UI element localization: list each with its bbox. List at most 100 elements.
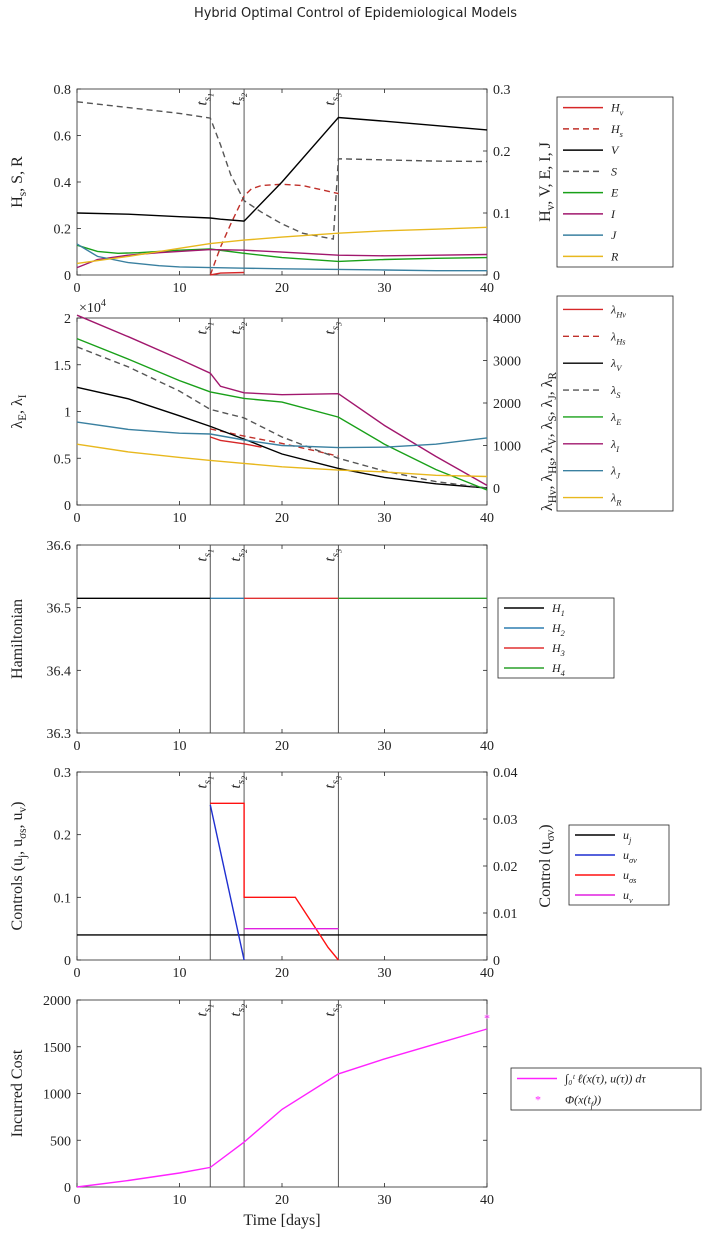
y2-tick-label: 0.3 [493,83,511,98]
y-axis-label: Controls (uj​, uσs​, uv​) [9,802,29,931]
x-tick-label: 0 [74,739,81,754]
legend: λHv​ λHs​ λV​ λS​ λE​ λI​ λJ​ λR​ [556,295,674,512]
y-tick-label: 1.5 [54,359,72,374]
legend-marker: * [535,1093,541,1107]
y2-tick-label: 0 [493,482,500,497]
y-tick-label: 36.4 [47,664,72,679]
legend-label: uj​ [623,828,632,845]
x-tick-label: 0 [74,511,81,526]
exponent-label: ×104 [79,298,106,316]
switch-label: ts2 [228,776,249,788]
x-tick-label: 30 [378,1193,392,1208]
y-tick-label: 0.2 [54,829,72,844]
series-line [76,243,487,272]
legend-label: uσs​ [623,868,636,885]
y-tick-label: 0.1 [54,891,72,906]
legend-label: H2​ [551,621,565,638]
y-axis-label: Hs​, S, R [9,156,29,208]
legend-label: λI​ [610,437,620,454]
switch-label: ts1 [194,322,215,334]
x-tick-label: 40 [480,511,494,526]
y-tick-label: 1 [64,406,71,421]
plot-frame [76,999,488,1188]
legend-label: λJ​ [610,464,621,481]
legend-label: λHs​ [610,329,626,346]
y-tick-label: 2000 [43,994,71,1009]
switch-label: ts2 [228,322,249,334]
x-tick-label: 10 [173,511,187,526]
y2-tick-label: 1000 [493,440,521,455]
series-line [209,804,245,961]
legend-label: H3​ [551,641,565,658]
x-tick-label: 10 [173,1193,187,1208]
y-tick-label: 1500 [43,1041,71,1056]
chart-panel-3: 0 10 20 30 40 36.3 36.4 36.5 36.6 Hamiltonian ts1 t… [9,539,615,754]
series-line [76,101,488,240]
switch-label: ts3 [322,93,343,105]
legend-label: I [610,207,616,221]
switch-label: ts3 [322,322,343,334]
series-line [209,183,339,276]
series-line [210,436,262,448]
y-tick-label: 36.5 [47,602,72,617]
y-tick-label: 1000 [43,1088,71,1103]
legend-label: λS​ [610,383,621,400]
x-tick-label: 0 [74,281,81,296]
y-axis-label: Hamiltonian [9,599,26,679]
switch-label: ts2 [228,1004,249,1016]
switch-label: ts3 [322,1004,343,1016]
plot-frame [76,317,488,506]
chart-panel-5: 0 10 20 30 40 0 500 1000 1500 2000 Incurred Cost Ti… [9,994,702,1229]
y-tick-label: 0.4 [54,176,72,191]
y-tick-label: 0 [64,499,71,514]
y2-axis-label: Control (uσv​) [537,824,557,907]
legend-label: λR​ [610,491,621,508]
chart-panel-4: 0 10 20 30 4000.10.20.300.010.020.030.04Cont… [9,766,670,981]
switch-label: ts3 [322,776,343,788]
legend-label: Φ(x(tf​)) [565,1093,601,1110]
x-tick-label: 40 [480,966,494,981]
y-tick-label: 0.5 [54,452,72,467]
x-tick-label: 20 [275,1193,289,1208]
y2-tick-label: 2000 [493,397,521,412]
series-line [76,314,488,487]
y2-axis-label: λHv​, λHs​, λV​, λS​, λJ​, λR​ [539,372,559,511]
switch-label: ts3 [322,549,343,561]
legend-label: λV​ [610,356,622,373]
legend: H1​ H2​ H3​ H4​ [497,597,615,679]
x-tick-label: 20 [275,966,289,981]
y2-tick-label: 4000 [493,312,521,327]
y-tick-label: 2 [64,312,71,327]
x-tick-label: 0 [74,1193,81,1208]
legend-label: λE​ [610,410,621,427]
x-tick-label: 30 [378,281,392,296]
legend-label: V [611,143,620,157]
y-tick-label: 500 [50,1134,71,1149]
x-tick-label: 10 [173,966,187,981]
y2-tick-label: 0.01 [493,907,518,922]
legend-label: Hv​ [610,101,624,118]
x-axis-label: Time [days] [243,1212,320,1229]
series-line [76,346,488,489]
y2-tick-label: 3000 [493,355,521,370]
series-line [76,421,488,449]
y-tick-label: 0.2 [54,223,72,238]
legend-box [568,824,670,906]
series-line [76,1028,488,1188]
series-line [76,337,488,491]
legend-box [510,1067,702,1111]
x-tick-label: 30 [378,511,392,526]
y2-tick-label: 0 [493,954,500,969]
x-tick-label: 20 [275,281,289,296]
series-line [76,116,488,222]
x-tick-label: 10 [173,281,187,296]
y2-axis-label: Hv​, V, E, I, J [537,142,557,222]
legend-label: H4​ [551,661,565,678]
legend-label: S [611,164,617,178]
legend: uj​ uσv​ uσs​ uv​ [568,824,670,906]
x-tick-label: 30 [378,966,392,981]
series-line [76,443,488,478]
y2-tick-label: 0.2 [493,145,511,160]
